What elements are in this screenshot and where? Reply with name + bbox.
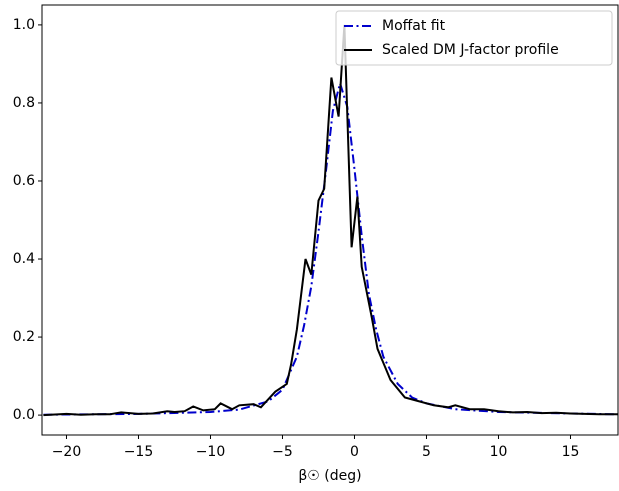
y-tick-label: 0.8 (13, 95, 35, 111)
y-tick-label: 0.2 (13, 329, 35, 345)
y-tick-label: 0.0 (13, 407, 35, 423)
x-tick-label: −10 (196, 444, 226, 460)
x-tick-label: 5 (422, 444, 431, 460)
legend-box (335, 10, 613, 66)
series-line (43, 24, 618, 417)
x-tick-label: 15 (562, 444, 580, 460)
x-tick-label: 10 (490, 444, 508, 460)
x-axis-label: β☉ (deg) (298, 468, 361, 484)
legend: Moffat fit Scaled DM J-factor profile (335, 10, 613, 66)
x-tick-label: −15 (124, 444, 154, 460)
legend-label: Scaled DM J-factor profile (382, 42, 559, 58)
y-tick-label: 0.6 (13, 173, 35, 189)
plot-frame (41, 4, 619, 436)
x-tick-label: −20 (52, 444, 82, 460)
series-line (43, 79, 618, 416)
y-tick-label: 0.4 (13, 251, 35, 267)
x-tick-label: 0 (350, 444, 359, 460)
y-tick-label: 1.0 (13, 17, 35, 33)
legend-label: Moffat fit (382, 18, 446, 34)
x-tick-label: −5 (272, 444, 293, 460)
